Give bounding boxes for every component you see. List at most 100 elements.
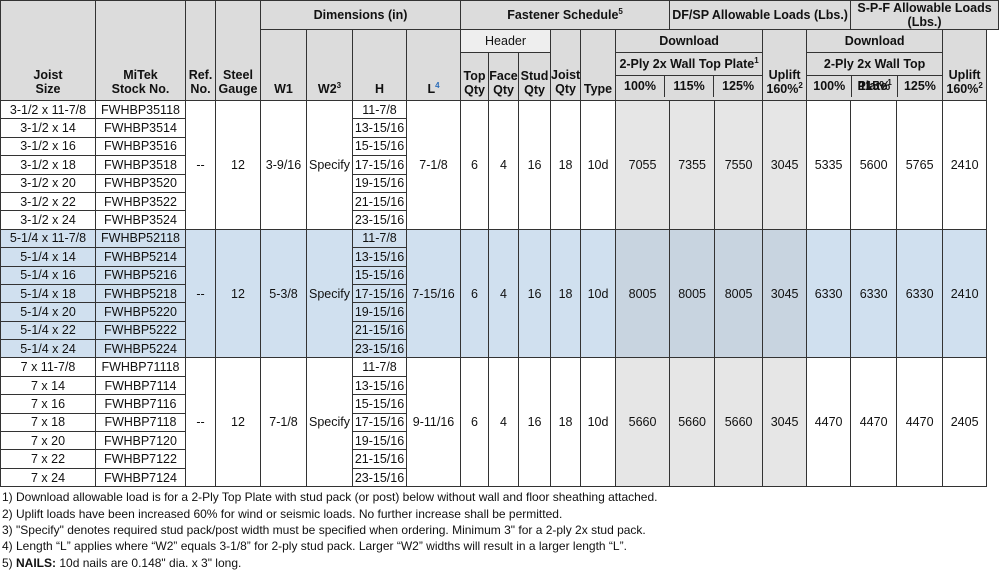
spf-subheader: 2-Ply 2x Wall Top Plate1 100% 115% 125% [806, 52, 944, 101]
dfsp-125-cell: 8005 [714, 228, 764, 359]
stock-no-cell: FWHBP5218 [95, 283, 186, 304]
joist-size-cell: 7 x 14 [0, 375, 96, 396]
fastener-schedule-header: Fastener Schedule5 [460, 0, 671, 30]
dfsp-100-cell: 7055 [615, 100, 671, 230]
h-cell: 23-15/16 [352, 210, 407, 230]
h-cell: 15-15/16 [352, 136, 407, 157]
table-row: 7 x 22 FWHBP7122 21-15/16 [0, 449, 999, 469]
joist-size-cell: 7 x 20 [0, 431, 96, 451]
joist-size-cell: 7 x 18 [0, 412, 96, 433]
footnotes: 1) Download allowable load is for a 2-Pl… [0, 489, 1000, 571]
h-cell: 21-15/16 [352, 191, 407, 212]
stock-no-cell: FWHBP5224 [95, 339, 186, 359]
ref-no-cell: -- [185, 357, 216, 488]
joist-size-cell: 3-1/2 x 11-7/8 [0, 99, 96, 120]
hanger-spec-table: Joist Size MiTek Stock No. Ref. No. Steel Ga… [0, 0, 999, 488]
stock-no-cell: FWHBP5220 [95, 302, 186, 322]
dfsp-uplift-cell: 3045 [762, 100, 808, 230]
joist-size-cell: 5-1/4 x 20 [0, 302, 96, 322]
stock-no-cell: FWHBP7124 [95, 467, 186, 488]
h-cell: 19-15/16 [352, 173, 407, 193]
steel-gauge-cell: 12 [215, 100, 261, 230]
dfsp-uplift-cell: 3045 [762, 228, 808, 359]
dfsp-115-cell: 8005 [669, 228, 716, 359]
spf-125-cell: 4470 [896, 357, 944, 488]
face-qty-cell: 4 [488, 228, 520, 359]
table-row: 7 x 14 FWHBP7114 13-15/16 [0, 375, 999, 396]
table-row: 7 x 24 FWHBP7124 23-15/16 [0, 467, 999, 488]
joist-size-cell: 5-1/4 x 11-7/8 [0, 228, 96, 249]
joist-qty-header: Joist Qty [550, 29, 582, 101]
stock-no-cell: FWHBP7116 [95, 394, 186, 414]
top-qty-header: Top Qty [460, 52, 490, 101]
dfsp-100-cell: 5660 [615, 357, 671, 488]
nail-type-header: Type [580, 29, 617, 101]
stock-no-cell: FWHBP3514 [95, 118, 186, 138]
h-cell: 11-7/8 [352, 228, 407, 249]
h-cell: 21-15/16 [352, 449, 407, 469]
w2-header: W23 [306, 29, 353, 101]
w2-cell: Specify [306, 100, 353, 230]
h-cell: 23-15/16 [352, 339, 407, 359]
stock-no-cell: FWHBP3522 [95, 191, 186, 212]
joist-qty-cell: 18 [550, 100, 582, 230]
dfsp-uplift-cell: 3045 [762, 357, 808, 488]
h-cell: 23-15/16 [352, 467, 407, 488]
h-cell: 15-15/16 [352, 394, 407, 414]
row-group: 3-1/2 x 11-7/8 FWHBP35118 -- 12 3-9/16 Specif… [0, 99, 999, 230]
stock-no-cell: FWHBP7122 [95, 449, 186, 469]
w2-cell: Specify [306, 228, 353, 359]
w1-header: W1 [260, 29, 307, 101]
dfsp-125-cell: 5660 [714, 357, 764, 488]
h-header: H [352, 29, 407, 101]
stock-no-header: MiTek Stock No. [95, 0, 186, 101]
header-subgroup: Header [460, 29, 552, 53]
row-group: 7 x 11-7/8 FWHBP71118 -- 12 7-1/8 Specify 11-7… [0, 357, 999, 488]
table-row: 3-1/2 x 16 FWHBP3516 15-15/16 [0, 136, 999, 157]
spf-uplift-cell: 2405 [942, 357, 988, 488]
joist-size-cell: 5-1/4 x 18 [0, 283, 96, 304]
dimensions-header: Dimensions (in) [259, 0, 462, 30]
table-row: 5-1/4 x 11-7/8 FWHBP52118 -- 12 5-3/8 Specify… [0, 228, 999, 359]
spf-loads-header: S-P-F Allowable Loads (Lbs.) [850, 0, 999, 30]
ref-no-header: Ref. No. [185, 0, 216, 101]
spf-115-cell: 5600 [850, 100, 898, 230]
table-row: 5-1/4 x 24 FWHBP5224 23-15/16 [0, 339, 999, 359]
face-qty-cell: 4 [488, 100, 520, 230]
joist-size-cell: 5-1/4 x 22 [0, 320, 96, 341]
stock-no-cell: FWHBP3516 [95, 136, 186, 157]
row-group: 5-1/4 x 11-7/8 FWHBP52118 -- 12 5-3/8 Specify… [0, 228, 999, 359]
joist-size-cell: 3-1/2 x 20 [0, 173, 96, 193]
table-row: 5-1/4 x 16 FWHBP5216 15-15/16 [0, 265, 999, 285]
h-cell: 13-15/16 [352, 247, 407, 267]
h-cell: 17-15/16 [352, 283, 407, 304]
table-row: 3-1/2 x 20 FWHBP3520 19-15/16 [0, 173, 999, 193]
stock-no-cell: FWHBP5216 [95, 265, 186, 285]
h-cell: 13-15/16 [352, 118, 407, 138]
face-qty-header: Face Qty [488, 52, 520, 101]
stock-no-cell: FWHBP5222 [95, 320, 186, 341]
h-cell: 17-15/16 [352, 155, 407, 175]
dfsp-download-header: Download [615, 29, 764, 53]
table-row: 3-1/2 x 24 FWHBP3524 23-15/16 [0, 210, 999, 230]
l-cell: 9-11/16 [405, 357, 462, 488]
joist-size-header: Joist Size [0, 0, 96, 101]
ref-no-cell: -- [185, 100, 216, 230]
spf-115-cell: 4470 [850, 357, 898, 488]
w1-cell: 7-1/8 [260, 357, 307, 488]
joist-size-cell: 3-1/2 x 16 [0, 136, 96, 157]
stock-no-cell: FWHBP7120 [95, 431, 186, 451]
nail-type-cell: 10d [580, 228, 617, 359]
spf-125-cell: 5765 [896, 100, 944, 230]
table-row: 3-1/2 x 11-7/8 FWHBP35118 -- 12 3-9/16 Specif… [0, 99, 999, 230]
table-row: 7 x 16 FWHBP7116 15-15/16 [0, 394, 999, 414]
table-row: 7 x 18 FWHBP7118 17-15/16 [0, 412, 999, 433]
footnote-5: 5) NAILS: 10d nails are 0.148" dia. x 3"… [2, 555, 242, 570]
stud-qty-cell: 16 [518, 357, 552, 488]
l-cell: 7-15/16 [405, 228, 462, 359]
footnote-2: 2) Uplift loads have been increased 60% … [2, 506, 563, 521]
dfsp-100-cell: 8005 [615, 228, 671, 359]
h-cell: 13-15/16 [352, 375, 407, 396]
joist-qty-cell: 18 [550, 357, 582, 488]
